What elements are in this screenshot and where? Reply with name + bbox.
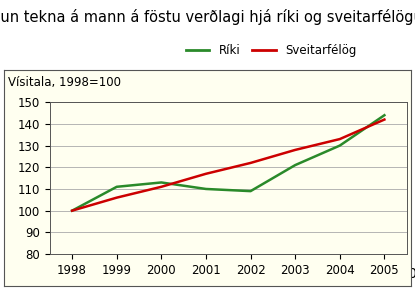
Text: Vísitala, 1998=100: Vísitala, 1998=100 <box>8 76 121 89</box>
Legend: Ríki, Sveitarfélög: Ríki, Sveitarfélög <box>181 40 361 62</box>
Text: Þróun tekna á mann á föstu verðlagi hjá ríki og sveitarfélögum: Þróun tekna á mann á föstu verðlagi hjá … <box>0 9 415 25</box>
